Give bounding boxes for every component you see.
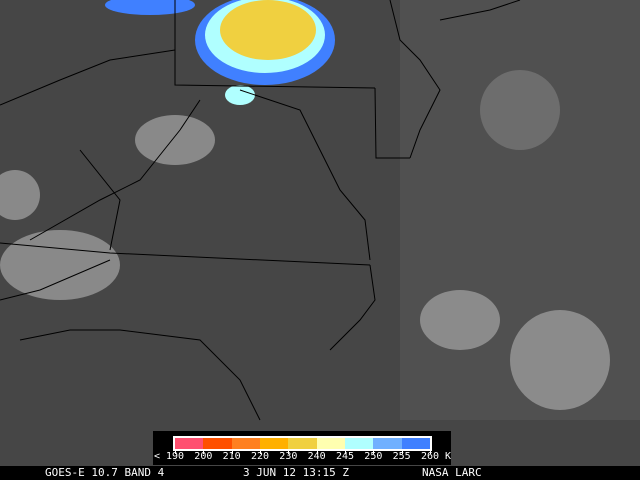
legend-tick [345, 450, 346, 454]
color-swatch [401, 438, 430, 449]
color-swatch [259, 438, 289, 449]
satellite-band-label: GOES-E 10.7 BAND 4 [45, 466, 165, 479]
legend-tick [260, 450, 261, 454]
color-scale-bar [173, 436, 432, 451]
datetime-label: 3 JUN 12 13:15 Z [243, 466, 349, 479]
color-swatch [344, 438, 374, 449]
legend-label: 260 K [420, 451, 452, 462]
legend-label: 245 [335, 451, 355, 462]
caption-bar: GOES-E 10.7 BAND 4 3 JUN 12 13:15 Z NASA… [0, 466, 640, 480]
color-swatch [373, 438, 402, 449]
legend-label: < 190 [153, 451, 185, 462]
legend-label: 255 [392, 451, 411, 462]
legend-tick [203, 450, 205, 454]
legend-label: 250 [364, 451, 383, 462]
legend-tick [373, 450, 375, 454]
legend-tick [430, 450, 431, 454]
legend-label: 200 [194, 451, 213, 462]
color-scale-legend: < 190 200 210 220 230 240 245 250 255 260 K [153, 431, 451, 465]
cloud-areas [0, 70, 610, 410]
legend-tick [316, 450, 318, 454]
legend-label: 210 [222, 451, 241, 462]
color-swatch [231, 438, 260, 449]
legend-tick [175, 450, 176, 454]
legend-tick [401, 450, 403, 454]
cold-cloud-top [105, 0, 335, 105]
color-swatch [316, 438, 345, 449]
state-borders [0, 0, 521, 421]
legend-tick [231, 450, 233, 454]
credit-label: NASA LARC [422, 466, 482, 479]
legend-label: 230 [279, 451, 298, 462]
legend-label: 220 [250, 451, 270, 462]
color-swatch [288, 438, 317, 449]
color-swatch [203, 438, 232, 449]
color-swatch [175, 438, 204, 449]
legend-label: 240 [307, 451, 326, 462]
legend-tick [288, 450, 290, 454]
